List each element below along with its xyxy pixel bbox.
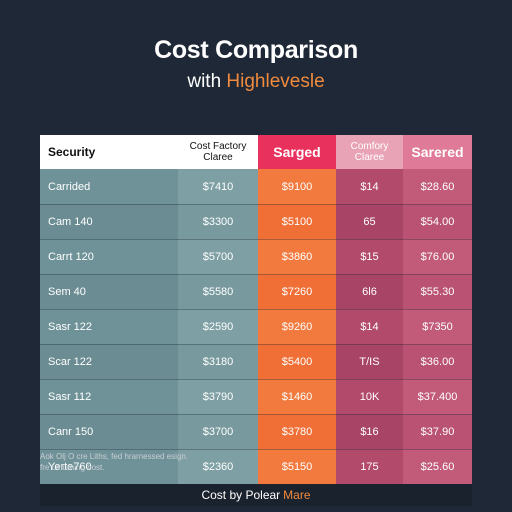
- table-cell: $2590: [178, 309, 258, 344]
- row-label: Sasr 122: [40, 309, 178, 344]
- table-cell: $15: [336, 239, 403, 274]
- header-cost-factory: Cost Factory Claree: [178, 135, 258, 169]
- table-row: Sem 40 $5580 $7260 6l6 $55.30: [40, 274, 472, 309]
- table-cell: $25.60: [403, 449, 472, 484]
- table-cell: $14: [336, 309, 403, 344]
- table-cell: $5400: [258, 344, 336, 379]
- row-label: Canr 150: [40, 414, 178, 449]
- table-cell: $3780: [258, 414, 336, 449]
- table-cell: $5700: [178, 239, 258, 274]
- table-cell: $7410: [178, 169, 258, 204]
- table-cell: $5150: [258, 449, 336, 484]
- row-label: Sasr 112: [40, 379, 178, 414]
- row-label: Carrt 120: [40, 239, 178, 274]
- table-row: Canr 150 $3700 $3780 $16 $37.90: [40, 414, 472, 449]
- row-divider: [40, 274, 472, 275]
- footnote: Aok Olj O cre Liths, fed hrarnessed esig…: [40, 451, 188, 473]
- table-cell: $3180: [178, 344, 258, 379]
- page-title: Cost Comparison: [154, 36, 358, 64]
- table-cell: $3700: [178, 414, 258, 449]
- header-comfory: Comfory Claree: [336, 135, 403, 169]
- page-subtitle: with Highlevesle: [0, 71, 512, 93]
- row-divider: [40, 379, 472, 380]
- table-cell: $37.400: [403, 379, 472, 414]
- table-row: Yerte760 $2360 $5150 175 $25.60: [40, 449, 472, 484]
- table-cell: $5100: [258, 204, 336, 239]
- table-cell: 10K: [336, 379, 403, 414]
- table-cell: $9260: [258, 309, 336, 344]
- table-row: Sasr 112 $3790 $1460 10K $37.400: [40, 379, 472, 414]
- table-cell: $1460: [258, 379, 336, 414]
- table-row: Cam 140 $3300 $5100 65 $54.00: [40, 204, 472, 239]
- table-cell: $76.00: [403, 239, 472, 274]
- table-cell: $54.00: [403, 204, 472, 239]
- table-cell: $37.90: [403, 414, 472, 449]
- table-row: Scar 122 $3180 $5400 T/IS $36.00: [40, 344, 472, 379]
- table-cell: $5580: [178, 274, 258, 309]
- subtitle-prefix: with: [187, 71, 227, 92]
- table-cell: $9100: [258, 169, 336, 204]
- header-sarged: Sarged: [258, 135, 336, 169]
- table-cell: $7350: [403, 309, 472, 344]
- row-divider: [40, 344, 472, 345]
- table-cell: $2360: [178, 449, 258, 484]
- table-row: Sasr 122 $2590 $9260 $14 $7350: [40, 309, 472, 344]
- header-comfory-label: Comfory Claree: [350, 141, 389, 163]
- row-divider: [40, 449, 472, 450]
- footnote-line-1: Aok Olj O cre Liths, fed hrarnessed esig…: [40, 452, 189, 461]
- row-label: Cam 140: [40, 204, 178, 239]
- table-header-row: Security Cost Factory Claree Sarged Comf…: [40, 135, 472, 169]
- row-label: Scar 122: [40, 344, 178, 379]
- table-cell: $3300: [178, 204, 258, 239]
- table-row: Carrided $7410 $9100 $14 $28.60: [40, 169, 472, 204]
- row-divider: [40, 239, 472, 240]
- table-cell: T/IS: [336, 344, 403, 379]
- cost-comparison-table: Security Cost Factory Claree Sarged Comf…: [40, 135, 472, 484]
- table-row: Carrt 120 $5700 $3860 $15 $76.00: [40, 239, 472, 274]
- row-label: Sem 40: [40, 274, 178, 309]
- table-cell: $3860: [258, 239, 336, 274]
- row-divider: [40, 204, 472, 205]
- table-cell: $16: [336, 414, 403, 449]
- table-cell: $28.60: [403, 169, 472, 204]
- table-cell: $3790: [178, 379, 258, 414]
- row-divider: [40, 309, 472, 310]
- row-divider: [40, 414, 472, 415]
- footer-text: Cost by Polear: [201, 488, 281, 502]
- footer-highlight: Mare: [283, 488, 311, 502]
- table-cell: $14: [336, 169, 403, 204]
- footer-bar: Cost by Polear Mare: [40, 484, 472, 506]
- header-security: Security: [40, 135, 178, 169]
- table-cell: $7260: [258, 274, 336, 309]
- row-label: Carrided: [40, 169, 178, 204]
- header-sarered: Sarered: [403, 135, 472, 169]
- table-cell: 175: [336, 449, 403, 484]
- row-label: Yerte760: [40, 449, 178, 484]
- table-cell: $55.30: [403, 274, 472, 309]
- table-cell: 65: [336, 204, 403, 239]
- table-cell: 6l6: [336, 274, 403, 309]
- subtitle-highlight: Highlevesle: [226, 71, 325, 92]
- header-cost-factory-label: Cost Factory Claree: [189, 141, 247, 163]
- table-cell: $36.00: [403, 344, 472, 379]
- footnote-line-2: fre Leturning bost.: [40, 463, 105, 472]
